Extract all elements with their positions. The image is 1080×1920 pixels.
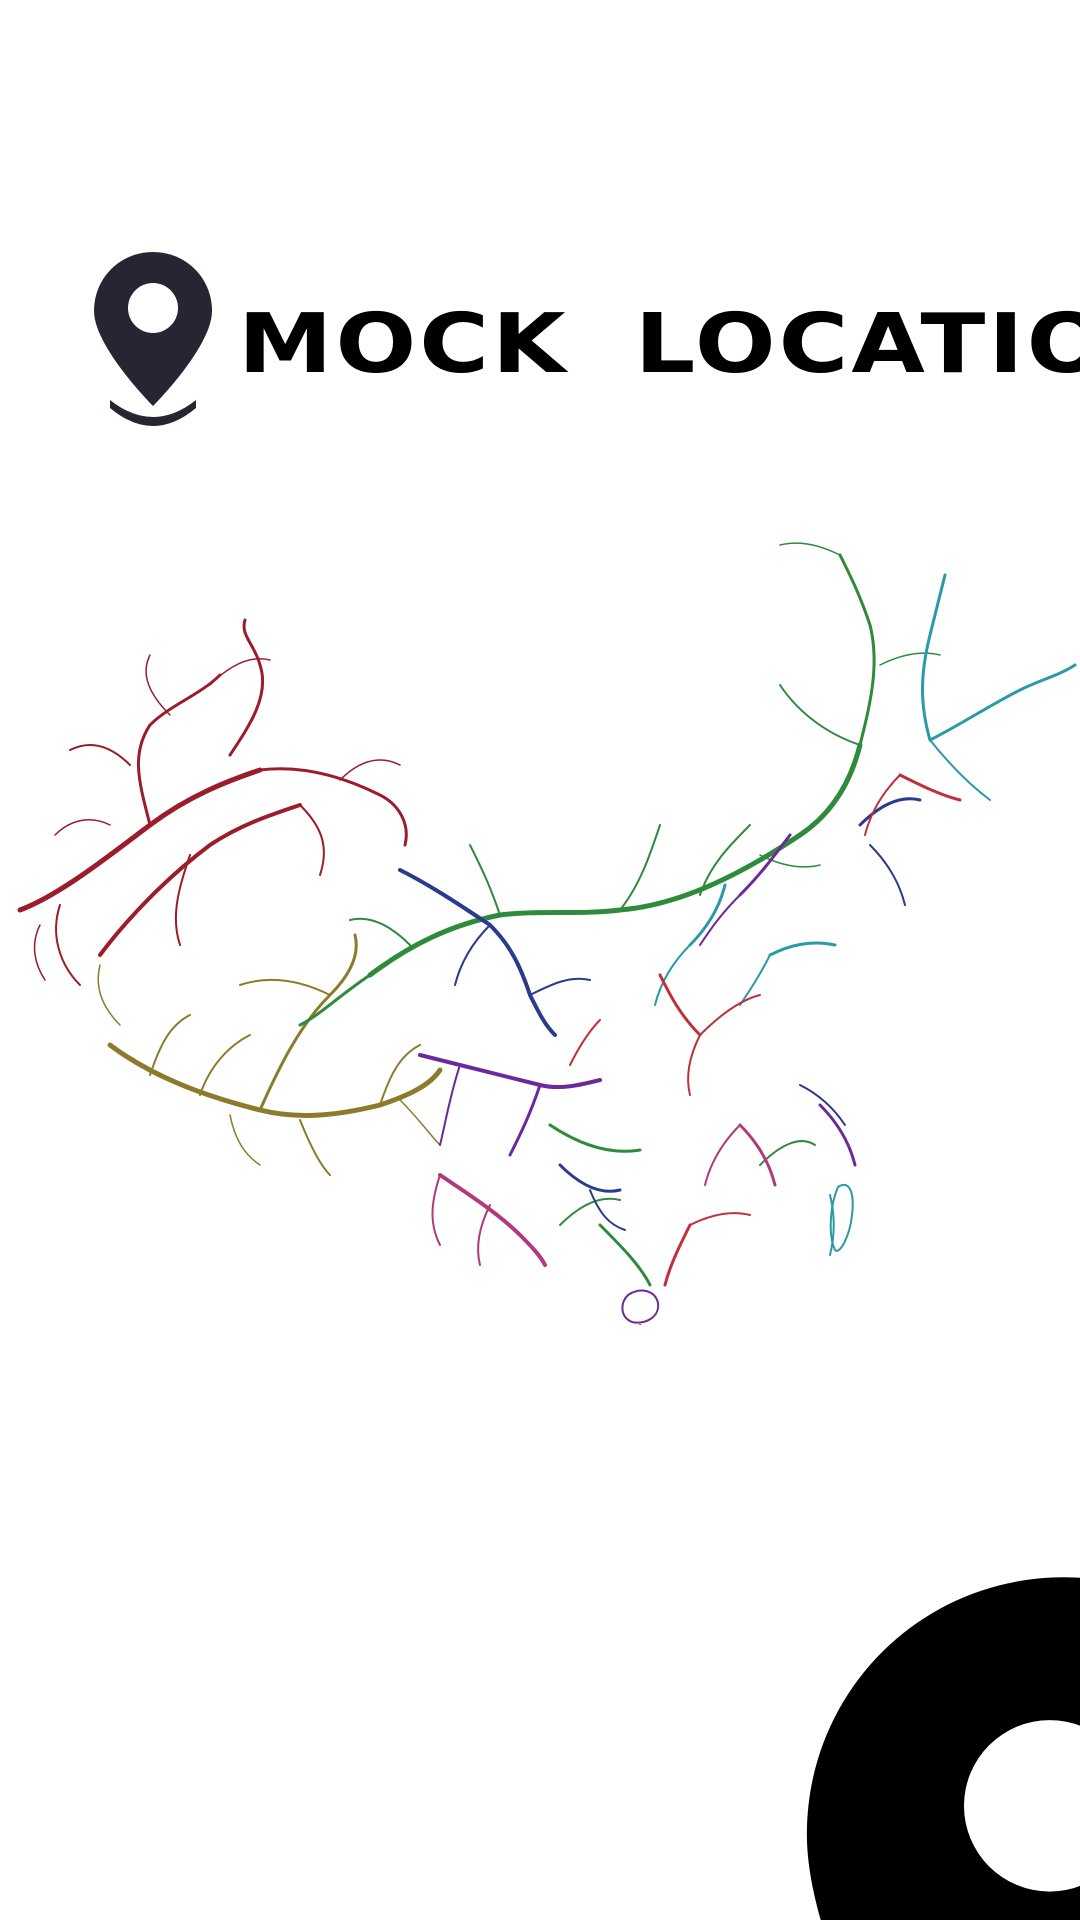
map-basin-north xyxy=(298,542,941,1287)
river-basin-map[interactable] xyxy=(0,525,1080,1920)
china-map-svg xyxy=(17,542,1077,1325)
map-basin-northwest xyxy=(17,618,408,986)
map-island-taiwan xyxy=(829,1183,854,1252)
map-basin-tibet xyxy=(97,933,443,1176)
app-logo-header: MOCK LOCATION xyxy=(92,248,1080,438)
map-island-hainan xyxy=(621,1289,660,1324)
app-title: MOCK LOCATION xyxy=(238,297,1080,392)
map-basin-southwest xyxy=(431,1123,777,1267)
location-marker-icon[interactable] xyxy=(524,1563,1080,1920)
map-basin-central xyxy=(569,773,962,1287)
map-basin-sichuan xyxy=(418,833,857,1325)
map-basin-upper-yellow xyxy=(398,797,922,1231)
map-basin-northeast xyxy=(654,573,1077,1256)
location-pin-icon xyxy=(94,252,212,426)
